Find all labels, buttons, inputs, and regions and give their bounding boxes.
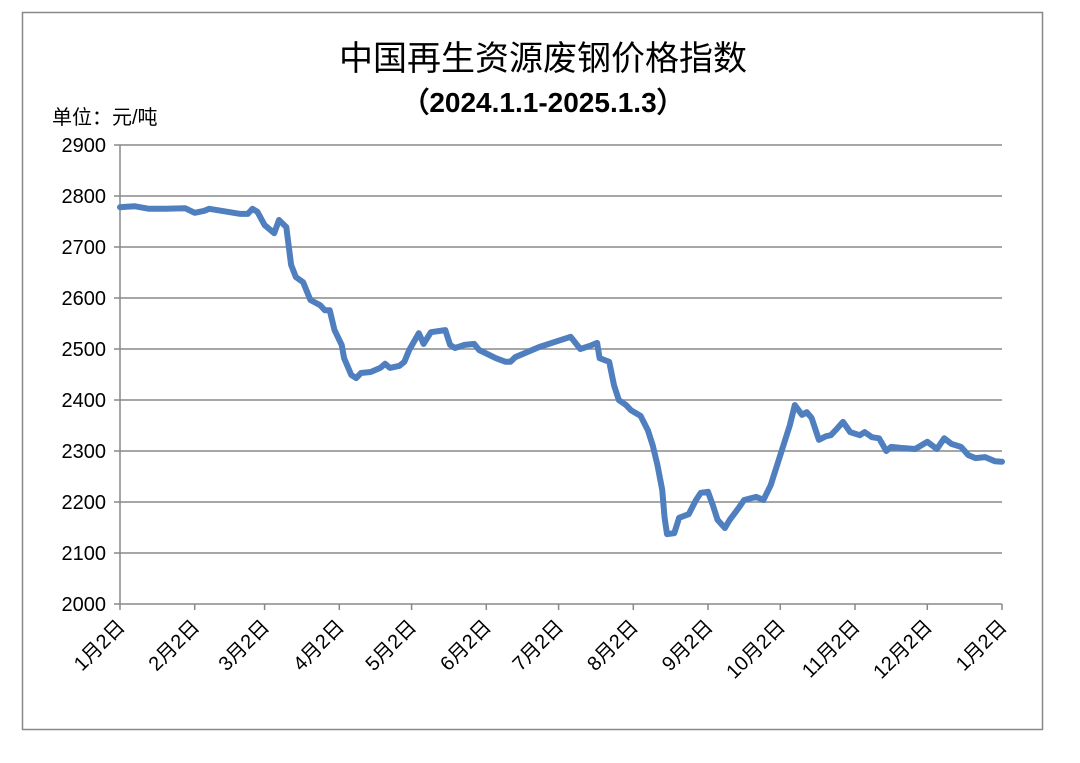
unit-label: 单位：元/吨 [52, 106, 158, 129]
y-tick-label: 2500 [62, 339, 107, 361]
chart-subtitle: （2024.1.1-2025.1.3） [401, 86, 684, 118]
y-tick-label: 2400 [62, 390, 107, 412]
y-tick-label: 2100 [62, 543, 107, 565]
y-tick-label: 2300 [62, 441, 107, 463]
line-series [117, 203, 1005, 538]
y-tick-label: 2700 [62, 237, 107, 259]
y-tick-label: 2200 [62, 492, 107, 514]
y-tick-label: 2800 [62, 186, 107, 208]
chart-title: 中国再生资源废钢价格指数 [339, 40, 747, 78]
chart-border [21, 11, 1044, 731]
y-tick-label: 2600 [62, 288, 107, 310]
y-tick-label: 2000 [62, 594, 107, 616]
y-tick-label: 2900 [62, 135, 107, 157]
